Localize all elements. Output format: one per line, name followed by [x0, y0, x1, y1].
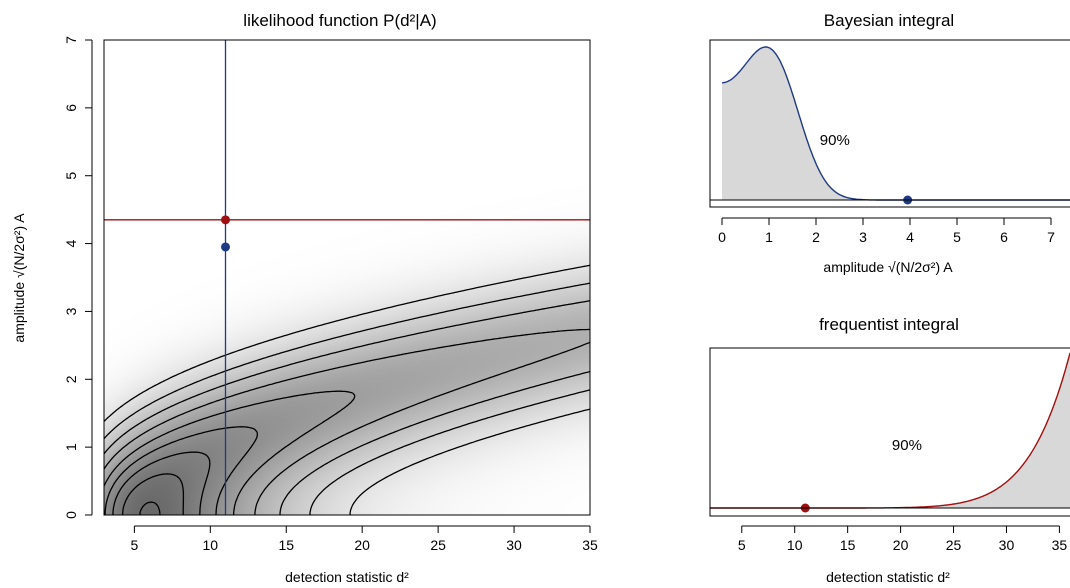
contour-line-4	[104, 328, 590, 515]
x-tick-label: 7	[1047, 229, 1055, 245]
x-tick-label: 35	[1052, 537, 1068, 553]
bayesian-limit-point	[221, 242, 230, 252]
x-tick-label: 30	[506, 537, 522, 553]
x-tick-label: 5	[130, 537, 138, 553]
x-tick-label: 20	[893, 537, 909, 553]
likelihood-y-label: amplitude √(N/2σ²) A	[11, 213, 27, 343]
likelihood-contours	[104, 264, 590, 515]
contour-line-7	[112, 451, 211, 515]
y-tick-label: 0	[63, 511, 79, 519]
contour-line-5	[104, 390, 356, 515]
bayesian-x-axis: 0 1 2 3 4 5 6 7	[718, 217, 1055, 245]
y-tick-label: 4	[63, 239, 79, 247]
x-tick-label: 25	[430, 537, 446, 553]
frequentist-percent-label: 90%	[892, 437, 922, 454]
likelihood-x-label: detection statistic d²	[285, 569, 409, 585]
contour-line-9	[139, 501, 161, 515]
x-tick-label: 10	[787, 537, 803, 553]
bayesian-plot-title: Bayesian integral	[824, 11, 954, 30]
x-tick-label: 30	[999, 537, 1015, 553]
x-tick-label: 25	[946, 537, 962, 553]
x-tick-label: 35	[582, 537, 598, 553]
frequentist-x-axis: 5 10 15 20 25 30 35	[738, 525, 1068, 553]
likelihood-plot-frame	[103, 39, 591, 516]
contour-line-2	[104, 282, 590, 515]
likelihood-plot: likelihood function P(d²|A) 5 10 15 20 25 30 3…	[11, 11, 598, 585]
x-tick-label: 0	[718, 229, 726, 245]
bayesian-plot-frame	[709, 39, 1070, 208]
x-tick-label: 2	[812, 229, 820, 245]
x-tick-label: 10	[203, 537, 219, 553]
likelihood-y-axis: 0 1 2 3 4 5 6 7	[63, 36, 93, 519]
frequentist-plot: frequentist integral 90% 5 10 15 20 25 30 35 d…	[709, 315, 1070, 585]
contour-line-3	[104, 300, 590, 515]
likelihood-shading	[104, 40, 590, 515]
x-tick-label: 1	[765, 229, 773, 245]
x-tick-label: 5	[738, 537, 746, 553]
x-tick-label: 3	[859, 229, 867, 245]
contour-line-8	[121, 473, 185, 515]
y-tick-label: 2	[63, 375, 79, 383]
frequentist-plot-title: frequentist integral	[819, 315, 959, 334]
x-tick-label: 6	[1000, 229, 1008, 245]
frequentist-shaded-area	[805, 353, 1070, 508]
x-tick-label: 15	[278, 537, 294, 553]
contour-line-1	[104, 264, 590, 515]
bayesian-plot: Bayesian integral 90% 0 1 2 3 4 5 6 7 amplitude…	[709, 11, 1070, 275]
frequentist-x-label: detection statistic d²	[826, 569, 950, 585]
limit-lines	[104, 40, 590, 515]
y-tick-label: 5	[63, 172, 79, 180]
y-tick-label: 1	[63, 443, 79, 451]
contour-line-6	[104, 426, 259, 515]
bayesian-percent-label: 90%	[820, 132, 850, 149]
x-tick-label: 15	[840, 537, 856, 553]
likelihood-x-axis: 5 10 15 20 25 30 35	[130, 525, 598, 553]
likelihood-heatmap	[104, 40, 590, 515]
frequentist-plot-frame	[709, 347, 1070, 517]
x-tick-label: 4	[906, 229, 914, 245]
x-tick-label: 5	[953, 229, 961, 245]
likelihood-plot-title: likelihood function P(d²|A)	[243, 11, 436, 30]
y-tick-label: 3	[63, 307, 79, 315]
bayesian-shaded-area	[722, 47, 908, 200]
x-tick-label: 20	[354, 537, 370, 553]
y-tick-label: 7	[63, 36, 79, 44]
bayesian-x-label: amplitude √(N/2σ²) A	[823, 259, 953, 275]
frequentist-limit-point	[221, 215, 230, 225]
y-tick-label: 6	[63, 104, 79, 112]
